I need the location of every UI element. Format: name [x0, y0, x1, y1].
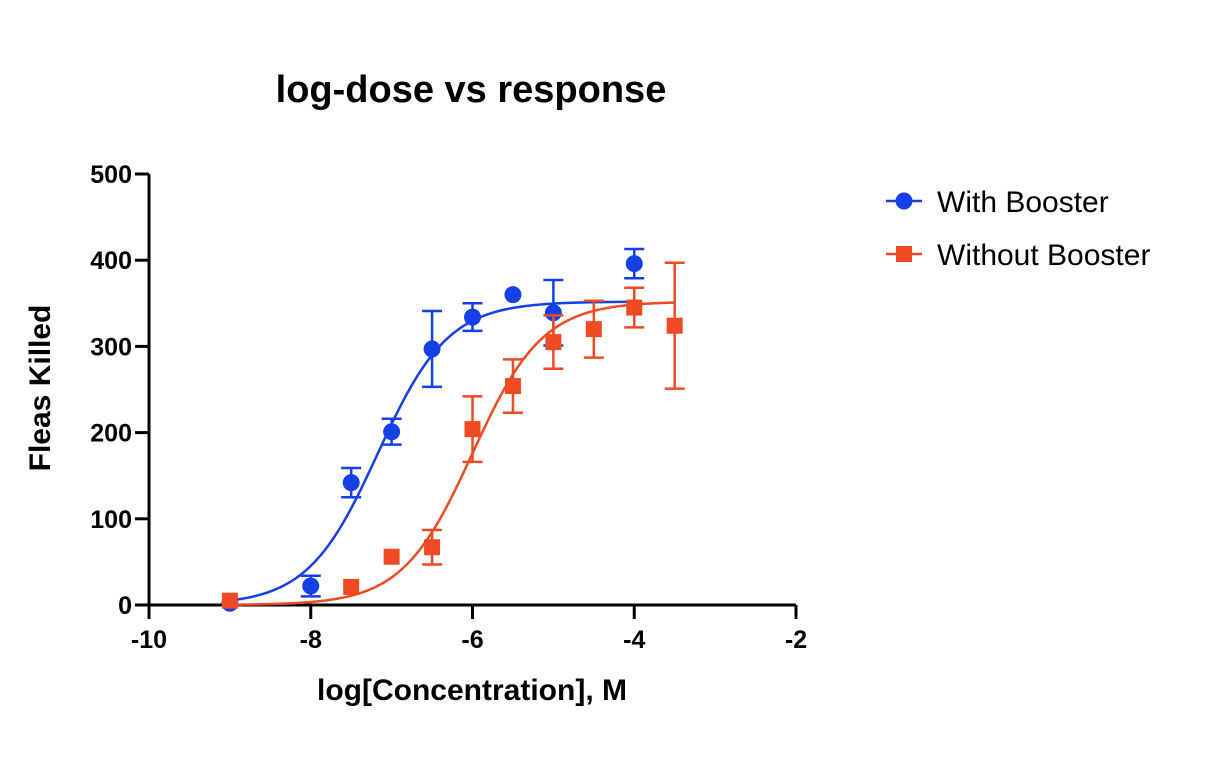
y-tick-label: 400	[90, 247, 132, 275]
data-point-without-booster	[343, 578, 360, 595]
series-without-booster	[221, 261, 685, 609]
legend-marker	[896, 246, 912, 262]
data-point-with-booster	[625, 255, 643, 273]
y-tick-label: 200	[90, 420, 132, 448]
series-with-booster	[221, 247, 645, 612]
x-ticks: -10 -8 -6 -4 -2	[131, 605, 807, 654]
data-point-without-booster	[221, 592, 238, 609]
data-point-without-booster	[464, 421, 481, 438]
legend-label: Without Booster	[937, 239, 1150, 272]
y-tick-label: 0	[118, 592, 132, 620]
x-axis-title: log[Concentration], M	[317, 674, 627, 707]
data-point-without-booster	[666, 317, 683, 334]
data-point-without-booster	[626, 299, 643, 316]
y-ticks: 0 100 200 300 400 500	[90, 161, 149, 620]
data-point-with-booster	[342, 474, 360, 492]
data-point-with-booster	[423, 340, 441, 358]
data-point-with-booster	[464, 308, 481, 326]
data-point-with-booster	[504, 286, 522, 304]
data-point-with-booster	[383, 423, 401, 441]
data-point-without-booster	[585, 321, 602, 338]
data-point-with-booster	[302, 577, 320, 595]
data-point-with-booster	[544, 304, 562, 322]
chart-title: log-dose vs response	[276, 69, 667, 111]
x-tick-label: -2	[785, 626, 807, 654]
data-point-without-booster	[545, 334, 562, 351]
fit-curve-without-booster	[229, 301, 675, 606]
x-tick-label: -6	[461, 626, 483, 654]
x-tick-label: -4	[623, 626, 645, 654]
x-tick-label: -10	[131, 626, 167, 654]
legend-marker	[895, 192, 913, 210]
y-tick-label: 100	[90, 506, 132, 534]
x-tick-label: -8	[300, 626, 322, 654]
legend-item-with-booster: With Booster	[886, 186, 1109, 219]
legend-label: With Booster	[937, 186, 1109, 219]
legend: With Booster Without Booster	[886, 186, 1150, 272]
data-point-without-booster	[504, 378, 521, 395]
axes	[147, 174, 796, 607]
y-tick-label: 500	[90, 161, 132, 189]
data-point-without-booster	[383, 548, 400, 565]
data-point-without-booster	[424, 539, 441, 556]
plot-area	[221, 247, 685, 612]
legend-item-without-booster: Without Booster	[886, 239, 1150, 272]
y-tick-label: 300	[90, 333, 132, 361]
y-axis-title: Fleas Killed	[24, 305, 57, 472]
